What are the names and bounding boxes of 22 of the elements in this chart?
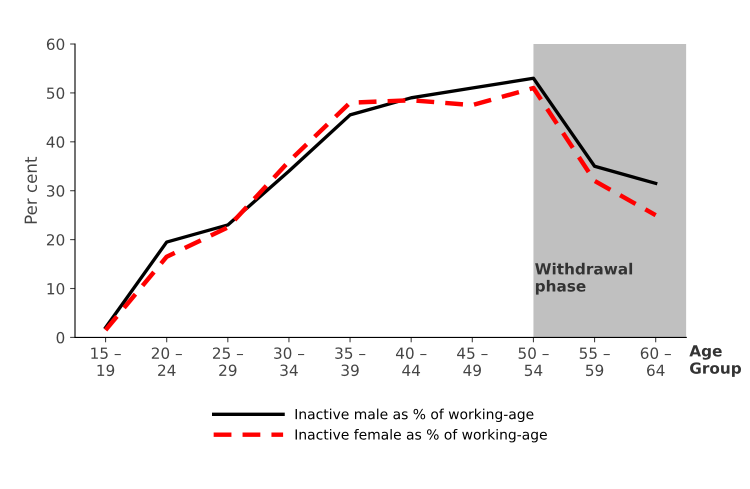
y-tick-label: 20 [46, 234, 64, 246]
x-tick-label: 40 – 44 [396, 347, 426, 376]
y-tick-label: 0 [56, 332, 64, 344]
legend-label: Inactive male as % of working-age [296, 408, 534, 422]
y-tick-label: 60 [46, 38, 64, 50]
y-tick-label: 10 [48, 282, 64, 295]
x-tick-label: 25 – 29 [212, 347, 244, 376]
y-tick-label: 40 [46, 136, 64, 148]
x-tick-label: 35 – 39 [335, 347, 366, 376]
x-tick-label: 50 – 54 [518, 347, 549, 376]
x-tick-label: 45 – 49 [457, 348, 488, 376]
y-tick-label: 30 [47, 185, 64, 197]
x-tick-label: 20 – 24 [152, 347, 182, 376]
x-tick-label: 15 – 19 [91, 348, 121, 376]
x-tick-label: 30 – 34 [274, 347, 304, 376]
band-label: Withdrawal phase [535, 262, 632, 295]
x-tick-label: 55 – 59 [580, 348, 610, 376]
y-tick-label: 50 [47, 87, 64, 99]
x-tick-label: 60 – 64 [640, 347, 671, 376]
y-axis-title: Per cent [24, 156, 38, 224]
legend-label: Inactive female as % of working-age [296, 428, 547, 442]
x-axis-title: Age Group [689, 345, 742, 377]
